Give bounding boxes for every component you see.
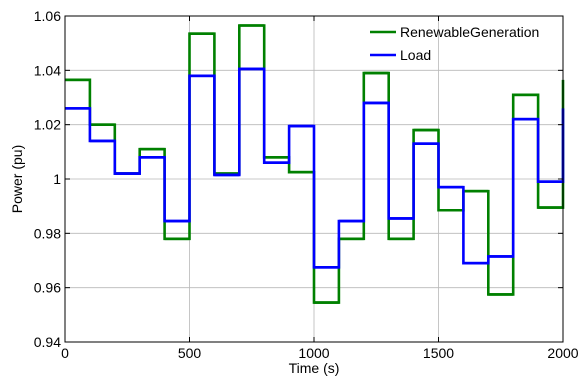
x-tick-label: 1000 — [298, 345, 329, 361]
y-tick-label: 1.06 — [34, 8, 61, 24]
y-tick-label: 1.02 — [34, 117, 61, 133]
series-load — [65, 67, 565, 269]
legend: RenewableGeneration Load — [370, 24, 539, 63]
legend-label: Load — [400, 47, 431, 63]
y-axis-label: Power (pu) — [9, 145, 25, 213]
x-tick-label: 2000 — [547, 345, 578, 361]
x-tick-label: 1500 — [423, 345, 454, 361]
y-tick-label: 1 — [53, 171, 61, 187]
axis-ticks: 0 500 1000 1500 2000 0.94 0.96 0.98 1 1.02 1.04 1.0… — [34, 8, 579, 361]
y-tick-label: 0.98 — [34, 225, 61, 241]
legend-label: RenewableGeneration — [400, 24, 539, 40]
x-tick-label: 500 — [178, 345, 202, 361]
x-axis-label: Time (s) — [289, 360, 340, 376]
y-tick-label: 1.04 — [34, 62, 61, 78]
series-layer — [65, 24, 565, 304]
x-tick-label: 0 — [61, 345, 69, 361]
y-tick-label: 0.94 — [34, 334, 61, 350]
y-tick-label: 0.96 — [34, 280, 61, 296]
